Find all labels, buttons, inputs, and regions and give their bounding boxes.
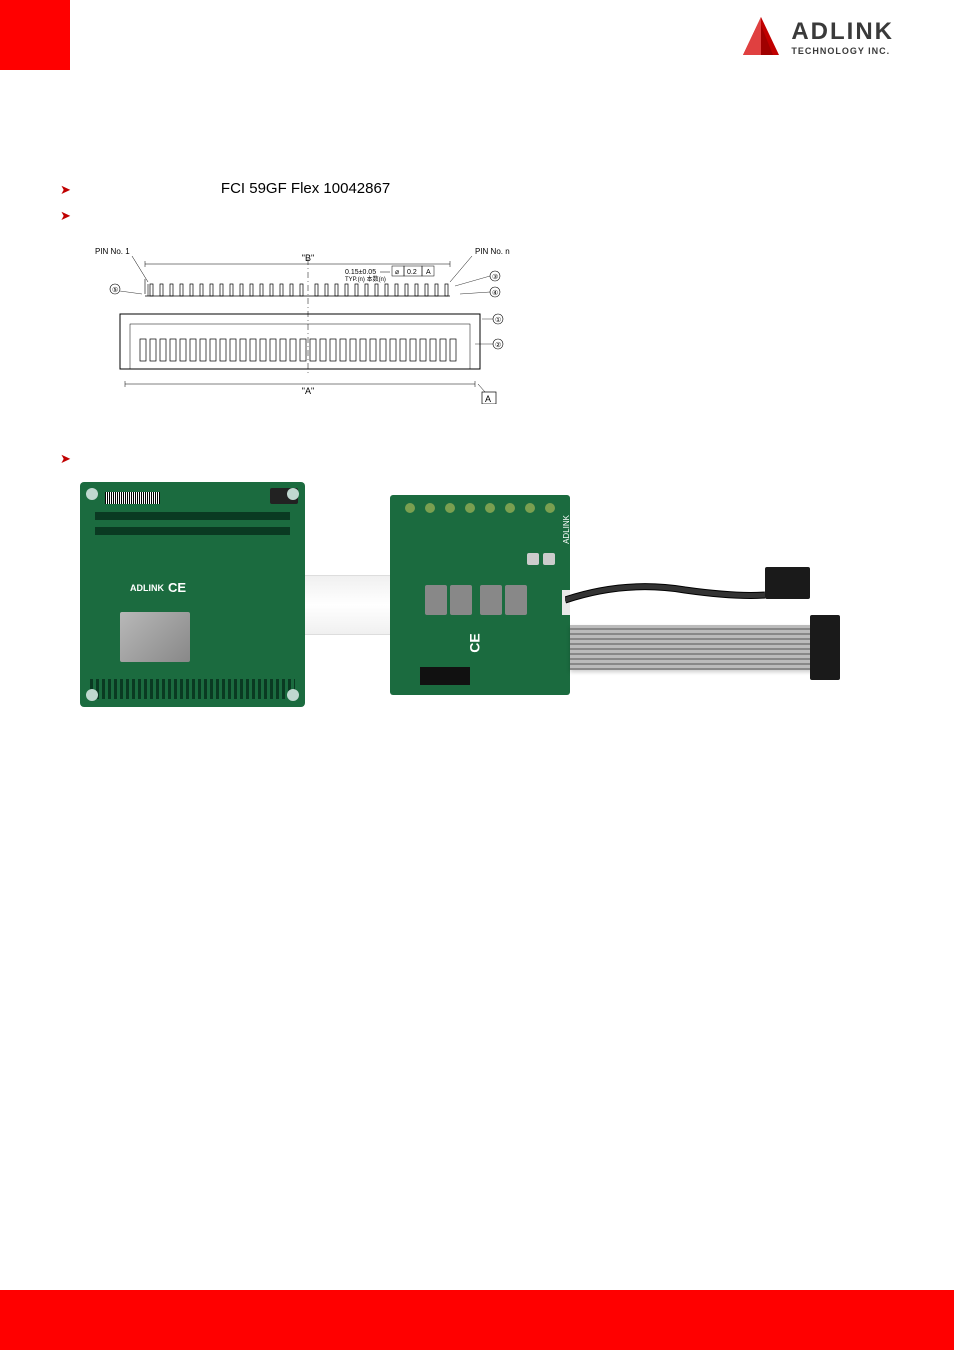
header-red-block (0, 0, 70, 70)
arrow-icon: ➤ (60, 451, 71, 467)
seven-seg-icon (425, 585, 447, 615)
svg-text:"B": "B" (302, 253, 314, 263)
ribbon-cable-icon (570, 625, 815, 670)
brand-logo: ADLINK TECHNOLOGY INC. (739, 15, 894, 59)
svg-text:⑤: ⑤ (112, 286, 118, 294)
svg-text:A: A (485, 394, 491, 404)
ce-mark-icon: CE (467, 633, 483, 652)
debug-cables (565, 495, 840, 695)
svg-text:②: ② (495, 341, 501, 349)
cpu-icon (120, 612, 190, 662)
footer-red-bar (0, 1290, 954, 1350)
svg-text:①: ① (495, 316, 501, 324)
com-express-module: ADLINK CE (80, 482, 305, 707)
svg-text:"A": "A" (302, 386, 314, 396)
cable-plug-icon (810, 615, 840, 680)
svg-text:④: ④ (492, 289, 498, 297)
debug-board: ADLINK CE (390, 495, 570, 695)
ce-mark-icon: CE (168, 580, 186, 595)
connector-diagram: "B" "A" PIN No. 1 PIN No. n 0.15±0.05 TY… (90, 244, 894, 409)
hardware-photo: ADLINK CE ADLINK CE (80, 482, 894, 707)
brand-tagline: TECHNOLOGY INC. (791, 46, 894, 56)
svg-text:0.15±0.05: 0.15±0.05 (345, 269, 376, 276)
logo-mark-icon (739, 15, 783, 59)
seven-seg-icon (480, 585, 502, 615)
svg-text:0.2: 0.2 (407, 269, 417, 276)
svg-text:⌀: ⌀ (395, 269, 399, 276)
brand-name: ADLINK (791, 18, 894, 46)
flex-cable (305, 575, 390, 635)
svg-text:③: ③ (492, 273, 498, 281)
seven-seg-icon (505, 585, 527, 615)
arrow-icon: ➤ (60, 208, 71, 224)
module-brand: ADLINK (130, 583, 164, 593)
svg-text:PIN No. 1: PIN No. 1 (95, 247, 130, 256)
arrow-icon: ➤ (60, 182, 71, 198)
cable-plug-icon (765, 567, 810, 599)
svg-text:PIN No. n: PIN No. n (475, 247, 510, 256)
svg-text:A: A (426, 269, 431, 276)
svg-text:TYP.(n) 本数(n): TYP.(n) 本数(n) (345, 275, 386, 283)
bullet-1-text: FCI 59GF Flex 10042867 (221, 180, 390, 197)
seven-seg-icon (450, 585, 472, 615)
bullet-3: ➤ (60, 449, 894, 467)
bullet-2: ➤ (60, 206, 894, 224)
bullet-1: ➤ FCI 59GF Flex 10042867 (60, 180, 894, 198)
